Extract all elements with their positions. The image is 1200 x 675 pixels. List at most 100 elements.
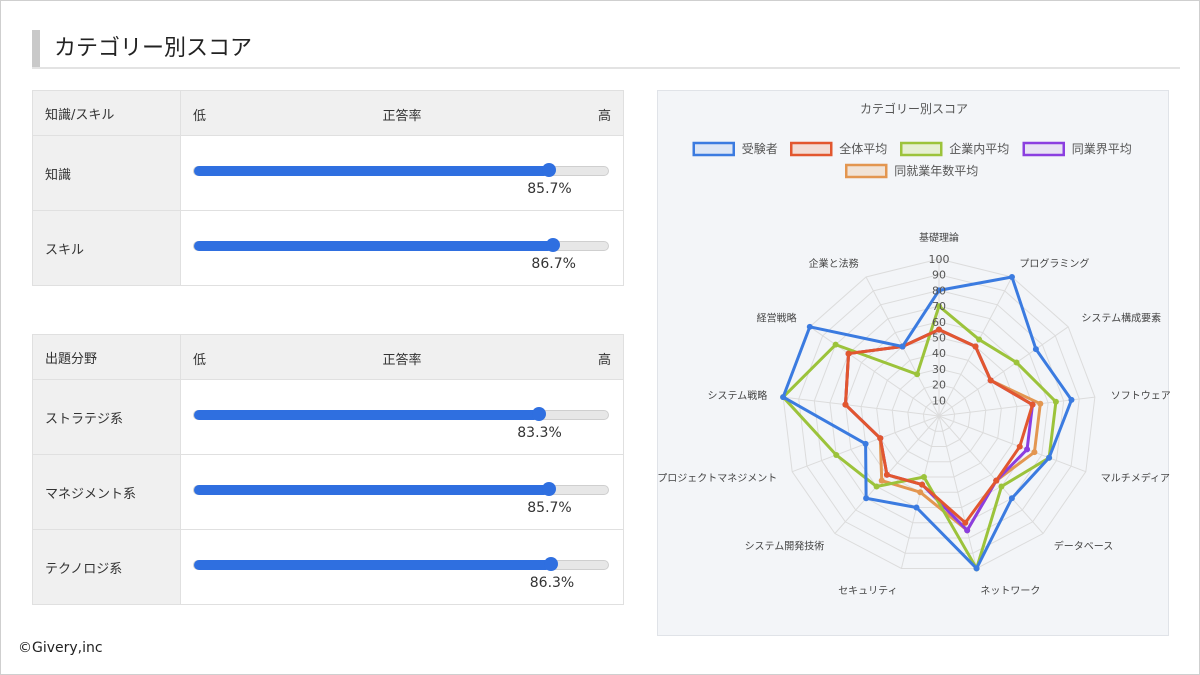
series-point: [1008, 495, 1015, 502]
tick-label: 90: [932, 269, 946, 282]
series-line-0: [781, 275, 1073, 570]
category-label: ソフトウェア: [1111, 390, 1170, 402]
tick-label: 100: [929, 253, 950, 266]
series-point: [878, 477, 885, 484]
series-point: [806, 323, 813, 330]
legend-label: 同業界平均: [1072, 142, 1132, 156]
series-point: [936, 287, 942, 294]
radar-chart-panel: カテゴリー別スコア 受験者 全体平均 企業内平均 同業界平均 同就業年数平均 10 20 30 4…: [657, 90, 1170, 636]
legend-swatch-3: [1022, 141, 1065, 157]
series-point: [1032, 346, 1039, 353]
grid-ring: [813, 289, 1065, 539]
row-label: テクノロジ系: [32, 529, 181, 605]
legend-label: 受験者: [742, 141, 778, 156]
series-point: [913, 504, 920, 511]
subject-area-table: 出題分野 低 正答率 高 ストラテジ系 83.3% マネジメント系 85.7% テクノロ…: [32, 334, 624, 605]
series-point: [973, 565, 980, 572]
series-point: [1046, 454, 1053, 461]
series-point: [998, 483, 1005, 490]
series-point: [920, 473, 927, 480]
grid-ring: [860, 336, 1018, 493]
category-label: セキュリティ: [838, 585, 897, 597]
row-label: 知識: [32, 135, 181, 211]
page-title: カテゴリー別スコア: [32, 30, 252, 68]
score-percent: 85.7%: [527, 181, 572, 197]
series-point: [899, 343, 906, 350]
series-point: [936, 326, 942, 333]
legend-label: 全体平均: [839, 141, 887, 156]
tick-label: 80: [932, 284, 946, 297]
series-point: [914, 371, 921, 378]
copyright-text: ©Givery,inc: [18, 640, 103, 656]
table-row: ストラテジ系 83.3%: [32, 379, 624, 455]
series-point: [845, 350, 852, 357]
category-label: データベース: [1054, 539, 1114, 552]
score-bar-fill: [194, 166, 549, 176]
score-percent: 86.3%: [529, 575, 575, 591]
grid-ring: [829, 305, 1049, 524]
series-point: [1031, 449, 1038, 456]
category-label: プログラミング: [1019, 257, 1089, 270]
series-point: [917, 489, 924, 496]
score-cell: 85.7%: [180, 135, 624, 211]
score-bar-fill: [194, 241, 553, 251]
score-bar-fill: [194, 485, 549, 495]
category-label: システム構成要素: [1081, 312, 1161, 325]
legend-label: 企業内平均: [949, 141, 1009, 156]
series-point: [1037, 400, 1044, 407]
scale-mid-label: 正答率: [382, 109, 422, 124]
series-point: [962, 519, 969, 526]
score-percent: 83.3%: [517, 425, 562, 441]
tick-label: 50: [932, 332, 946, 345]
grid-ring: [876, 352, 1002, 478]
tick-label: 60: [932, 316, 946, 329]
series-point: [833, 451, 840, 458]
legend-swatch-0: [692, 141, 735, 157]
series-point: [1024, 446, 1031, 453]
tick-label: 20: [932, 379, 946, 392]
category-label: ネットワーク: [980, 585, 1040, 597]
grid-spoke: [938, 326, 1069, 417]
grid-ring: [891, 368, 987, 463]
series-point: [1068, 396, 1075, 403]
tick-label: 70: [932, 300, 946, 313]
score-bar-track: [193, 557, 609, 571]
series-point: [1029, 401, 1036, 408]
series-point: [863, 495, 870, 502]
category-label: プロジェクトマネジメント: [658, 472, 777, 484]
scale-mid-label: 正答率: [382, 353, 422, 368]
score-cell: 83.3%: [180, 379, 624, 455]
table-row: スキル 86.7%: [32, 210, 624, 286]
knowledge-skill-table: 知識/スキル 低 正答率 高 知識 85.7% スキル 86.7%: [32, 90, 624, 286]
header-scale: 低 正答率 高: [180, 90, 624, 136]
table-row: マネジメント系 85.7%: [32, 454, 624, 530]
category-label: 企業と法務: [809, 257, 859, 270]
row-label: マネジメント系: [32, 454, 181, 530]
score-bar-track: [193, 482, 609, 496]
category-label: マルチメディア: [1101, 471, 1170, 484]
series-point: [987, 377, 994, 384]
legend-label: 同就業年数平均: [894, 163, 978, 178]
score-bar-track: [193, 407, 609, 421]
series-point: [919, 481, 926, 488]
grid-spoke: [938, 415, 1086, 473]
header-scale: 低 正答率 高: [180, 334, 624, 380]
category-label: システム戦略: [708, 389, 768, 402]
grid-ring: [907, 384, 971, 447]
score-bar-knob: [544, 557, 559, 571]
score-bar-track: [193, 163, 609, 177]
series-point: [993, 477, 1000, 484]
score-percent: 86.7%: [531, 256, 576, 272]
series-point: [780, 394, 787, 401]
score-bar-knob: [541, 163, 556, 177]
scale-high-label: 高: [597, 109, 611, 124]
category-label: システム開発技術: [745, 539, 825, 552]
chart-title: カテゴリー別スコア: [860, 101, 968, 116]
score-percent: 85.7%: [527, 500, 572, 516]
series-point: [964, 527, 971, 534]
score-bar-knob: [541, 482, 556, 496]
grid-spoke: [809, 326, 940, 417]
row-label: ストラテジ系: [32, 379, 181, 455]
series-point: [862, 440, 869, 447]
table-row: テクノロジ系 86.3%: [32, 529, 624, 605]
